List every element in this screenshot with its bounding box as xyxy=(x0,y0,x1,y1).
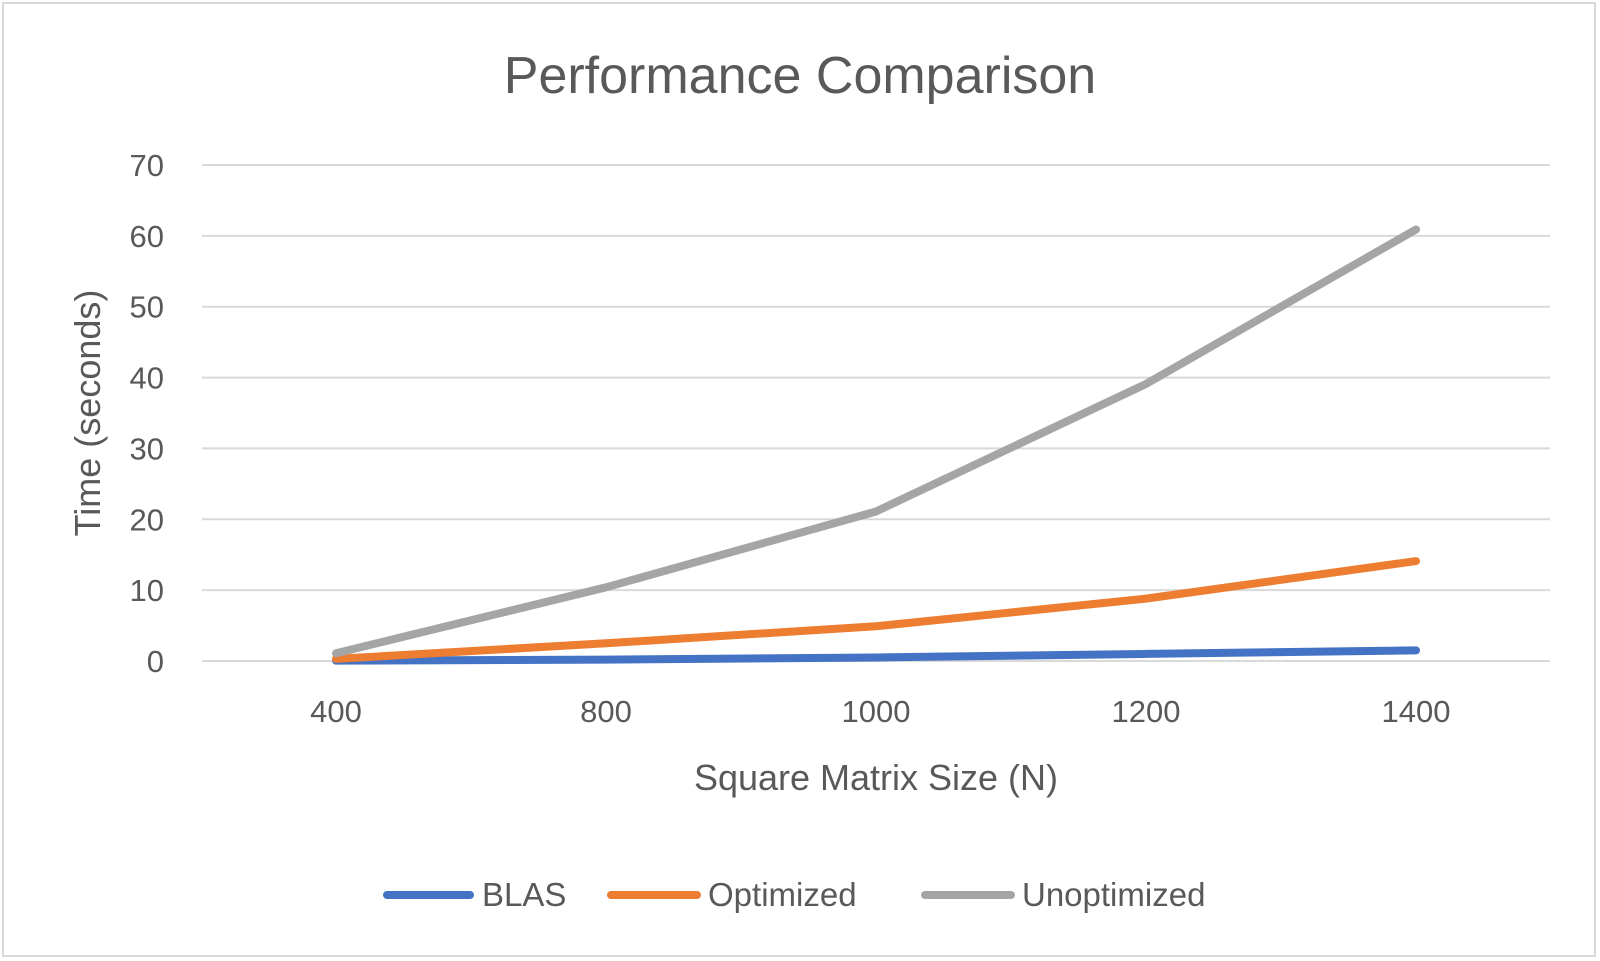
legend-label-blas: BLAS xyxy=(482,876,566,913)
gridlines xyxy=(202,164,1550,662)
x-tick-label-1000: 1000 xyxy=(842,694,911,729)
y-axis-ticks: 0 10 20 30 40 50 60 70 xyxy=(130,148,164,679)
y-tick-label-30: 30 xyxy=(130,431,164,466)
y-tick-label-50: 50 xyxy=(130,290,164,325)
y-tick-label-0: 0 xyxy=(147,644,164,679)
y-axis-title: Time (seconds) xyxy=(67,290,108,537)
series-lines xyxy=(332,225,1420,665)
x-axis-title: Square Matrix Size (N) xyxy=(694,757,1058,798)
y-tick-label-20: 20 xyxy=(130,502,164,537)
y-tick-label-70: 70 xyxy=(130,148,164,183)
legend-label-unoptimized: Unoptimized xyxy=(1022,876,1205,913)
x-axis-ticks: 400 800 1000 1200 1400 xyxy=(310,694,1450,729)
chart-title: Performance Comparison xyxy=(504,47,1096,105)
legend: BLAS Optimized Unoptimized xyxy=(383,876,1205,913)
x-tick-label-1200: 1200 xyxy=(1112,694,1181,729)
x-tick-label-1400: 1400 xyxy=(1382,694,1451,729)
x-tick-label-400: 400 xyxy=(310,694,362,729)
legend-label-optimized: Optimized xyxy=(708,876,857,913)
y-tick-label-60: 60 xyxy=(130,219,164,254)
y-tick-label-10: 10 xyxy=(130,573,164,608)
y-tick-label-40: 40 xyxy=(130,361,164,396)
x-tick-label-800: 800 xyxy=(580,694,632,729)
